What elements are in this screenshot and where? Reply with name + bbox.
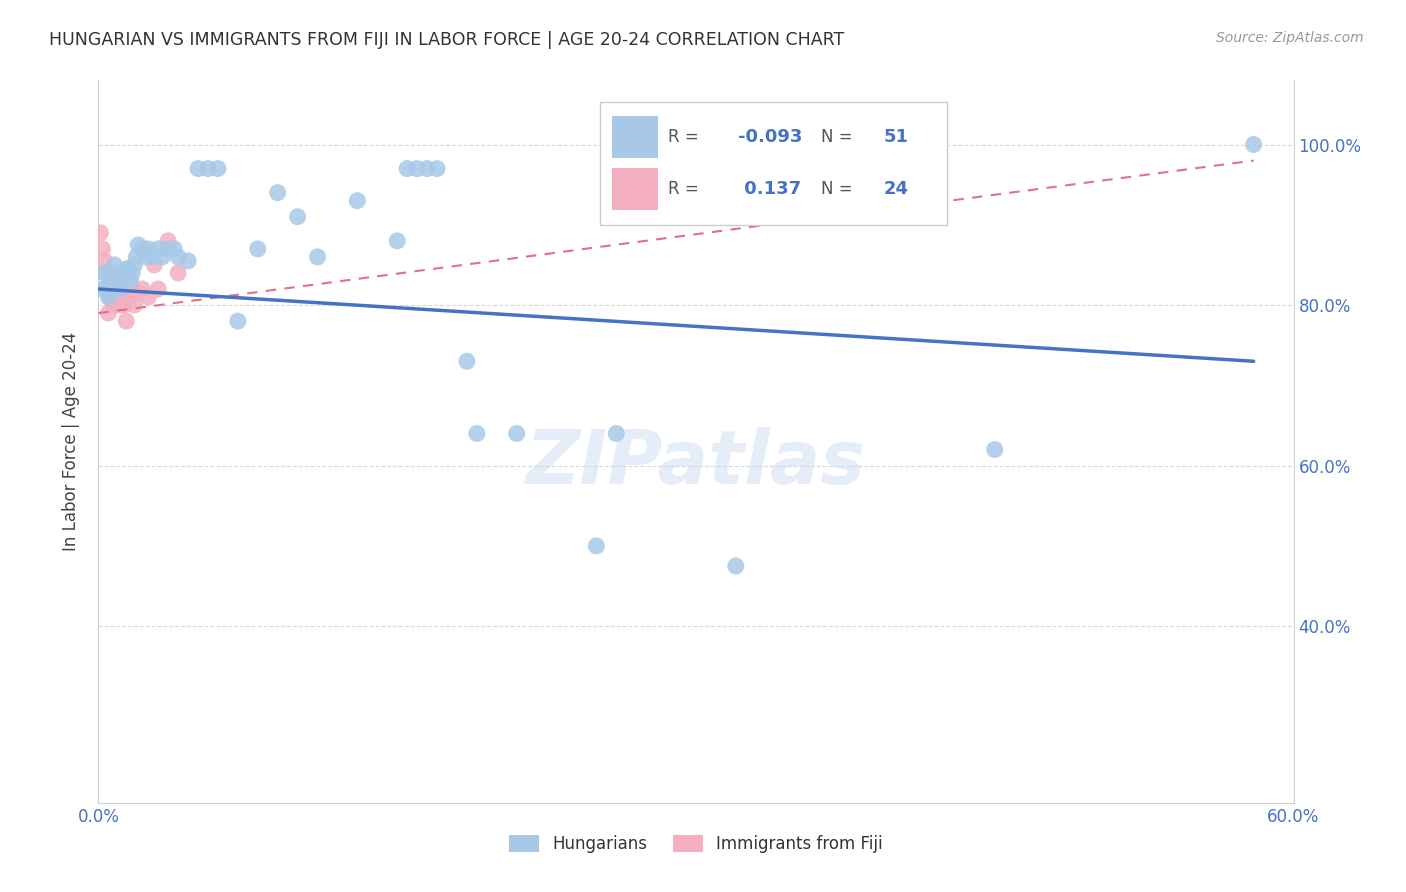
Immigrants from Fiji: [115, 314, 138, 328]
Immigrants from Fiji: [148, 282, 170, 296]
FancyBboxPatch shape: [600, 102, 948, 225]
Hungarians: [141, 250, 163, 264]
Hungarians: [506, 426, 529, 441]
Hungarians: [115, 262, 138, 277]
Hungarians: [456, 354, 478, 368]
Immigrants from Fiji: [107, 274, 129, 288]
Hungarians: [267, 186, 290, 200]
Text: R =: R =: [668, 128, 704, 145]
Immigrants from Fiji: [117, 290, 139, 304]
Immigrants from Fiji: [98, 290, 122, 304]
FancyBboxPatch shape: [613, 169, 658, 211]
Legend: Hungarians, Immigrants from Fiji: Hungarians, Immigrants from Fiji: [503, 828, 889, 860]
Hungarians: [426, 161, 449, 176]
Immigrants from Fiji: [127, 285, 149, 300]
Hungarians: [131, 242, 153, 256]
Hungarians: [101, 266, 124, 280]
Hungarians: [287, 210, 309, 224]
Hungarians: [148, 242, 170, 256]
Immigrants from Fiji: [112, 298, 135, 312]
Immigrants from Fiji: [93, 254, 115, 268]
Immigrants from Fiji: [91, 242, 114, 256]
Immigrants from Fiji: [111, 290, 134, 304]
Hungarians: [121, 266, 143, 280]
Hungarians: [124, 258, 146, 272]
Text: N =: N =: [821, 128, 858, 145]
Immigrants from Fiji: [89, 226, 111, 240]
Immigrants from Fiji: [157, 234, 180, 248]
Hungarians: [226, 314, 249, 328]
Hungarians: [91, 282, 114, 296]
Hungarians: [125, 250, 148, 264]
Hungarians: [150, 250, 173, 264]
Immigrants from Fiji: [120, 278, 142, 293]
Hungarians: [135, 250, 157, 264]
Text: 0.137: 0.137: [738, 179, 801, 198]
Hungarians: [585, 539, 607, 553]
Hungarians: [136, 242, 159, 256]
Hungarians: [163, 242, 186, 256]
Immigrants from Fiji: [103, 298, 125, 312]
Hungarians: [117, 262, 139, 277]
Y-axis label: In Labor Force | Age 20-24: In Labor Force | Age 20-24: [62, 332, 80, 551]
Hungarians: [98, 274, 122, 288]
Hungarians: [605, 426, 627, 441]
Text: -0.093: -0.093: [738, 128, 803, 145]
Immigrants from Fiji: [167, 266, 190, 280]
Hungarians: [187, 161, 209, 176]
Hungarians: [724, 558, 747, 574]
Immigrants from Fiji: [101, 293, 124, 308]
Text: Source: ZipAtlas.com: Source: ZipAtlas.com: [1216, 31, 1364, 45]
Hungarians: [416, 161, 439, 176]
Hungarians: [97, 290, 120, 304]
Hungarians: [197, 161, 219, 176]
Hungarians: [96, 282, 118, 296]
Hungarians: [167, 250, 190, 264]
Text: N =: N =: [821, 179, 858, 198]
Hungarians: [396, 161, 419, 176]
Hungarians: [346, 194, 368, 208]
Text: R =: R =: [668, 179, 704, 198]
Hungarians: [1243, 137, 1265, 152]
Hungarians: [307, 250, 329, 264]
Hungarians: [120, 274, 142, 288]
Hungarians: [984, 442, 1007, 457]
Hungarians: [110, 282, 132, 296]
Hungarians: [465, 426, 488, 441]
Text: 51: 51: [883, 128, 908, 145]
Immigrants from Fiji: [97, 306, 120, 320]
Text: ZIPatlas: ZIPatlas: [526, 426, 866, 500]
Hungarians: [385, 234, 409, 248]
Hungarians: [103, 258, 125, 272]
Hungarians: [107, 278, 129, 293]
Immigrants from Fiji: [124, 298, 146, 312]
Immigrants from Fiji: [110, 298, 132, 312]
Hungarians: [93, 266, 115, 280]
FancyBboxPatch shape: [613, 116, 658, 158]
Hungarians: [127, 238, 149, 252]
Text: 24: 24: [883, 179, 908, 198]
Hungarians: [177, 254, 200, 268]
Hungarians: [207, 161, 229, 176]
Immigrants from Fiji: [131, 282, 153, 296]
Immigrants from Fiji: [96, 266, 118, 280]
Hungarians: [105, 269, 128, 284]
Immigrants from Fiji: [143, 258, 166, 272]
Hungarians: [246, 242, 269, 256]
Hungarians: [406, 161, 429, 176]
Text: HUNGARIAN VS IMMIGRANTS FROM FIJI IN LABOR FORCE | AGE 20-24 CORRELATION CHART: HUNGARIAN VS IMMIGRANTS FROM FIJI IN LAB…: [49, 31, 845, 49]
Immigrants from Fiji: [136, 290, 159, 304]
Hungarians: [112, 266, 135, 280]
Immigrants from Fiji: [105, 285, 128, 300]
Hungarians: [157, 242, 180, 256]
Hungarians: [111, 269, 134, 284]
